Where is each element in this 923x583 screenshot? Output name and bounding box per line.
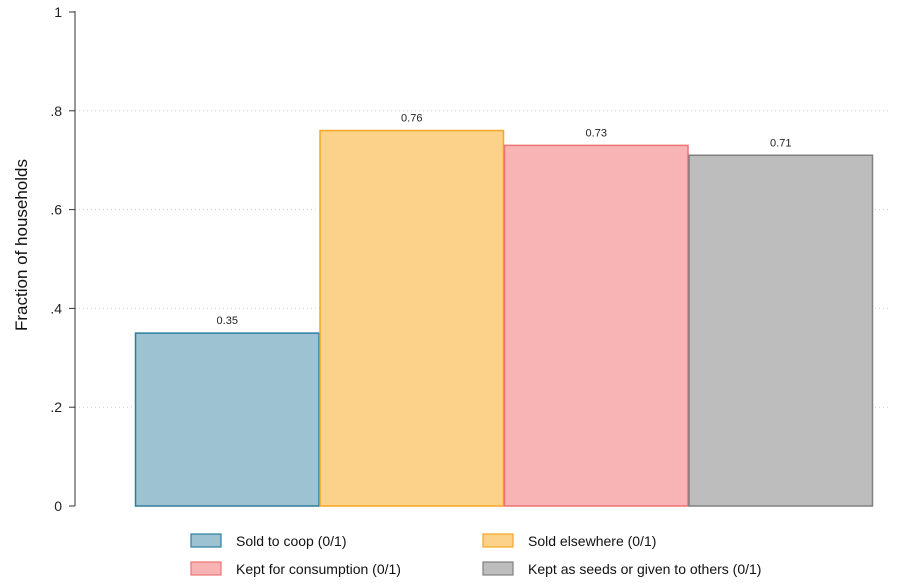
legend: Sold to coop (0/1) Sold elsewhere (0/1) Ke… — [190, 533, 761, 577]
bar — [503, 144, 689, 507]
bar — [134, 332, 320, 507]
legend-swatch — [190, 533, 222, 548]
bar-value-label: 0.76 — [401, 113, 422, 125]
bar — [688, 154, 874, 507]
y-tick-label: .4 — [50, 300, 62, 316]
legend-label: Kept as seeds or given to others (0/1) — [528, 561, 761, 577]
y-axis-label: Fraction of households — [12, 159, 31, 331]
bars — [134, 129, 874, 507]
bar-value-label: 0.35 — [217, 315, 238, 327]
y-tick-label: .8 — [50, 103, 62, 119]
legend-label: Sold elsewhere (0/1) — [528, 533, 656, 549]
y-tick-label: .6 — [50, 202, 62, 218]
y-tick-label: .2 — [50, 399, 62, 415]
legend-label: Sold to coop (0/1) — [236, 533, 347, 549]
data-labels: 0.35 0.76 0.73 0.71 — [217, 113, 792, 328]
bar — [319, 129, 505, 507]
bar-value-label: 0.71 — [770, 137, 791, 149]
legend-swatch — [190, 561, 222, 576]
y-axis: 0 .2 .4 .6 .8 1 — [50, 4, 76, 514]
y-tick-label: 1 — [54, 4, 62, 20]
legend-swatch — [482, 561, 514, 576]
bar-value-label: 0.73 — [586, 127, 607, 139]
legend-swatch — [482, 533, 514, 548]
y-tick-label: 0 — [54, 498, 62, 514]
legend-label: Kept for consumption (0/1) — [236, 561, 401, 577]
